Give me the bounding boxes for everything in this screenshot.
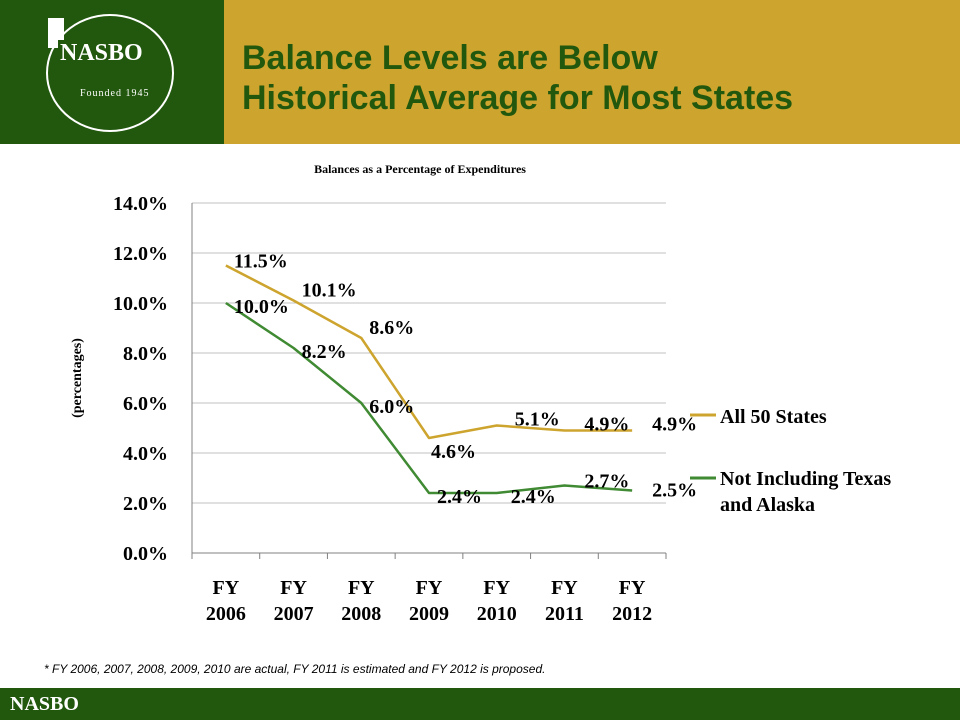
x-tick-label-year: 2009 [409, 603, 449, 625]
header-logo-panel: NASBO Founded 1945 [0, 0, 224, 144]
y-axis-label: (percentages) [70, 338, 85, 418]
slide-title-line-2: Historical Average for Most States [242, 79, 794, 117]
logo-wordmark: NASBO [58, 40, 145, 67]
data-label: 10.1% [302, 280, 357, 302]
x-tick-label-fy: FY [348, 577, 375, 599]
x-tick-label-fy: FY [551, 577, 578, 599]
data-label: 4.9% [584, 414, 629, 436]
y-tick-label: 10.0% [113, 293, 168, 315]
data-label: 4.9% [652, 414, 697, 436]
x-tick-label-fy: FY [416, 577, 443, 599]
footer-text: NASBO [10, 693, 79, 715]
y-tick-label: 14.0% [113, 193, 168, 215]
series-line-all-50-states [225, 264, 633, 440]
footnote: * FY 2006, 2007, 2008, 2009, 2010 are ac… [44, 662, 546, 676]
x-tick-label-fy: FY [619, 577, 646, 599]
data-label: 4.6% [431, 441, 476, 463]
data-label: 6.0% [369, 396, 414, 418]
logo-ring [46, 14, 174, 132]
data-label: 8.2% [302, 341, 347, 363]
nasbo-logo: NASBO Founded 1945 [44, 14, 174, 132]
slide-title-line-1: Balance Levels are Below [242, 39, 658, 77]
y-tick-label: 4.0% [123, 443, 168, 465]
y-tick-label: 12.0% [113, 243, 168, 265]
legend-label-not-including-tx-ak-line2: and Alaska [720, 494, 815, 516]
logo-founded-text: Founded 1945 [78, 88, 152, 99]
header-title-panel [224, 0, 960, 144]
legend-label-all-50-states: All 50 States [720, 406, 827, 428]
x-tick-label-year: 2011 [545, 603, 584, 625]
x-tick-label-year: 2010 [477, 603, 517, 625]
slide-title: Balance Levels are Below Historical Aver… [242, 38, 952, 118]
x-tick-label-year: 2006 [206, 603, 246, 625]
balances-line-chart: Balances as a Percentage of Expenditures… [70, 162, 891, 625]
data-label: 2.4% [511, 486, 556, 508]
data-label: 2.7% [584, 471, 629, 493]
data-label: 2.5% [652, 480, 697, 502]
x-tick-label-year: 2008 [341, 603, 381, 625]
x-tick-label-year: 2007 [274, 603, 314, 625]
legend-label-not-including-tx-ak-line1: Not Including Texas [720, 468, 891, 490]
footer-bar: NASBO [0, 688, 960, 720]
data-label: 5.1% [515, 409, 560, 431]
y-tick-label: 2.0% [123, 493, 168, 515]
y-tick-label: 0.0% [123, 543, 168, 565]
data-label: 8.6% [369, 317, 414, 339]
data-label: 2.4% [437, 486, 482, 508]
x-tick-label-year: 2012 [612, 603, 652, 625]
y-tick-label: 6.0% [123, 393, 168, 415]
data-label: 10.0% [234, 296, 289, 318]
chart-title: Balances as a Percentage of Expenditures [314, 162, 526, 176]
data-label: 11.5% [234, 251, 288, 273]
x-tick-label-fy: FY [213, 577, 240, 599]
x-tick-label-fy: FY [280, 577, 307, 599]
x-tick-label-fy: FY [483, 577, 510, 599]
y-tick-label: 8.0% [123, 343, 168, 365]
series-line-not-including-tx-ak [225, 301, 633, 495]
